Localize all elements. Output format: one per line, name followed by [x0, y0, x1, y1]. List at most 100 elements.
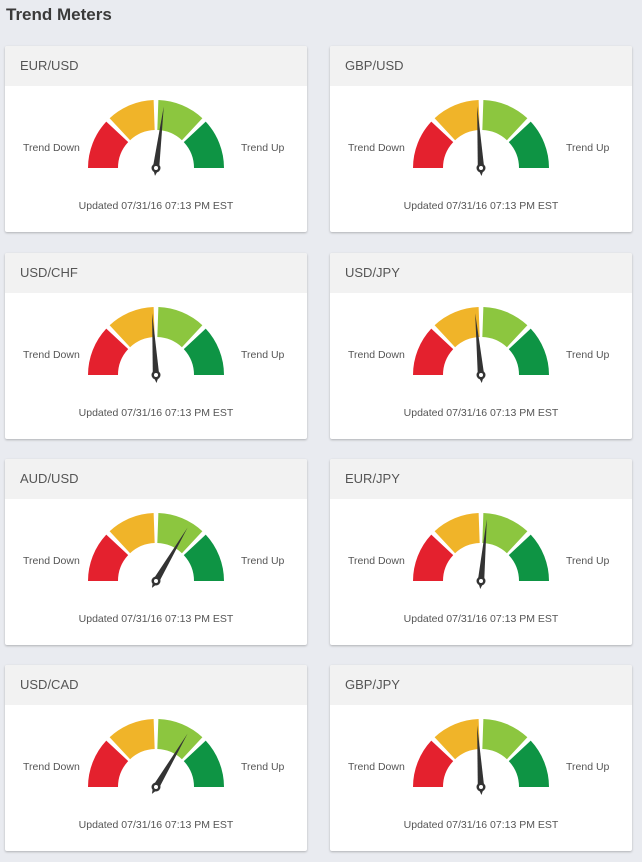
light-green-segment: [157, 307, 203, 348]
card-header: USD/CHF: [5, 253, 307, 293]
updated-timestamp: Updated 07/31/16 07:13 PM EST: [403, 613, 559, 625]
meter-card-eur-jpy: EUR/JPY Trend Down Trend Up Updated 07/3…: [330, 459, 632, 645]
light-green-segment: [157, 100, 203, 141]
trend-up-label: Trend Up: [241, 555, 285, 567]
meter-card-usd-cad: USD/CAD Trend Down Trend Up Updated 07/3…: [5, 665, 307, 851]
gauge-needle: [152, 313, 160, 383]
meter-card-eur-usd: EUR/USD Trend Down Trend Up Updated 07/3…: [5, 46, 307, 232]
trend-gauge: [413, 719, 549, 795]
light-green-segment: [157, 719, 203, 760]
updated-timestamp: Updated 07/31/16 07:13 PM EST: [403, 819, 559, 831]
red-segment: [413, 121, 454, 168]
meter-card-gbp-usd: GBP/USD Trend Down Trend Up Updated 07/3…: [330, 46, 632, 232]
trend-gauge: [413, 513, 549, 589]
gauge-needle: [475, 313, 485, 383]
red-segment: [413, 740, 454, 787]
gauge-needle: [477, 519, 487, 589]
trend-up-label: Trend Up: [566, 761, 610, 773]
card-body: Trend Down Trend Up Updated 07/31/16 07:…: [330, 705, 632, 851]
green-segment: [508, 328, 549, 375]
meter-card-usd-chf: USD/CHF Trend Down Trend Up Updated 07/3…: [5, 253, 307, 439]
light-green-segment: [482, 307, 528, 348]
needle-hub-center: [154, 785, 158, 789]
needle-hub-center: [154, 166, 158, 170]
gauge-needle: [152, 106, 164, 176]
trend-down-label: Trend Down: [23, 555, 80, 567]
green-segment: [508, 534, 549, 581]
trend-up-label: Trend Up: [566, 349, 610, 361]
card-header: EUR/JPY: [330, 459, 632, 499]
green-segment: [508, 121, 549, 168]
page-title: Trend Meters: [6, 5, 112, 24]
card-header: EUR/USD: [5, 46, 307, 86]
orange-segment: [434, 100, 480, 141]
updated-timestamp: Updated 07/31/16 07:13 PM EST: [78, 819, 234, 831]
gauge-needle: [151, 733, 188, 794]
trend-down-label: Trend Down: [348, 142, 405, 154]
orange-segment: [109, 307, 155, 348]
red-segment: [88, 534, 129, 581]
card-body: Trend Down Trend Up Updated 07/31/16 07:…: [330, 293, 632, 439]
updated-timestamp: Updated 07/31/16 07:13 PM EST: [78, 407, 234, 419]
trend-up-label: Trend Up: [566, 142, 610, 154]
light-green-segment: [157, 513, 203, 554]
orange-segment: [434, 307, 480, 348]
card-body: Trend Down Trend Up Updated 07/31/16 07:…: [5, 705, 307, 851]
red-segment: [413, 328, 454, 375]
updated-timestamp: Updated 07/31/16 07:13 PM EST: [403, 407, 559, 419]
needle-hub-center: [479, 373, 483, 377]
red-segment: [88, 740, 129, 787]
gauge-needle: [477, 725, 485, 795]
needle-hub-center: [154, 579, 158, 583]
card-body: Trend Down Trend Up Updated 07/31/16 07:…: [5, 86, 307, 232]
red-segment: [88, 121, 129, 168]
trend-gauge: [413, 100, 549, 176]
updated-timestamp: Updated 07/31/16 07:13 PM EST: [78, 613, 234, 625]
trend-up-label: Trend Up: [241, 761, 285, 773]
card-header: AUD/USD: [5, 459, 307, 499]
green-segment: [183, 534, 224, 581]
light-green-segment: [482, 100, 528, 141]
updated-timestamp: Updated 07/31/16 07:13 PM EST: [78, 200, 234, 212]
trend-down-label: Trend Down: [348, 555, 405, 567]
card-header: USD/CAD: [5, 665, 307, 705]
trend-up-label: Trend Up: [566, 555, 610, 567]
trend-up-label: Trend Up: [241, 142, 285, 154]
card-body: Trend Down Trend Up Updated 07/31/16 07:…: [330, 499, 632, 645]
needle-hub-center: [479, 166, 483, 170]
trend-down-label: Trend Down: [23, 761, 80, 773]
orange-segment: [109, 513, 155, 554]
needle-hub-center: [154, 373, 158, 377]
orange-segment: [434, 719, 480, 760]
needle-hub-center: [479, 579, 483, 583]
card-header: GBP/USD: [330, 46, 632, 86]
green-segment: [183, 328, 224, 375]
trend-gauge: [88, 719, 224, 794]
card-body: Trend Down Trend Up Updated 07/31/16 07:…: [330, 86, 632, 232]
meter-card-gbp-jpy: GBP/JPY Trend Down Trend Up Updated 07/3…: [330, 665, 632, 851]
updated-timestamp: Updated 07/31/16 07:13 PM EST: [403, 200, 559, 212]
card-header: USD/JPY: [330, 253, 632, 293]
needle-hub-center: [479, 785, 483, 789]
trend-gauge: [88, 307, 224, 383]
orange-segment: [434, 513, 480, 554]
trend-down-label: Trend Down: [348, 349, 405, 361]
trend-gauge: [88, 100, 224, 176]
light-green-segment: [482, 719, 528, 760]
red-segment: [88, 328, 129, 375]
gauge-needle: [477, 106, 485, 176]
card-body: Trend Down Trend Up Updated 07/31/16 07:…: [5, 293, 307, 439]
meter-card-usd-jpy: USD/JPY Trend Down Trend Up Updated 07/3…: [330, 253, 632, 439]
orange-segment: [109, 719, 155, 760]
orange-segment: [109, 100, 155, 141]
card-body: Trend Down Trend Up Updated 07/31/16 07:…: [5, 499, 307, 645]
trend-down-label: Trend Down: [348, 761, 405, 773]
card-header: GBP/JPY: [330, 665, 632, 705]
trend-down-label: Trend Down: [23, 142, 80, 154]
trend-gauge: [88, 513, 224, 588]
meter-card-aud-usd: AUD/USD Trend Down Trend Up Updated 07/3…: [5, 459, 307, 645]
trend-gauge: [413, 307, 549, 383]
gauge-needle: [151, 527, 188, 588]
green-segment: [183, 740, 224, 787]
trend-up-label: Trend Up: [241, 349, 285, 361]
